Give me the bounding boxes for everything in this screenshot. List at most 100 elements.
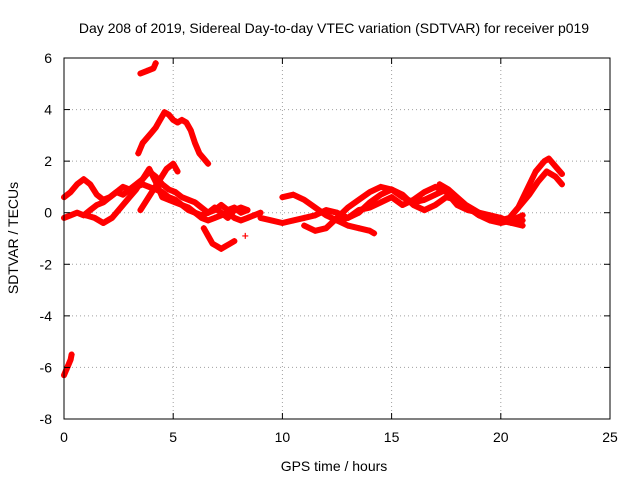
data-point [165, 196, 172, 203]
data-point [126, 194, 133, 201]
data-point [157, 176, 164, 183]
data-point [334, 217, 340, 224]
data-point [192, 209, 199, 216]
data-point [508, 212, 515, 219]
data-point [377, 199, 384, 206]
data-point [471, 207, 478, 214]
data-point [174, 119, 181, 126]
series-arc-m [334, 217, 378, 237]
data-point [91, 214, 98, 221]
series-arc-g [200, 225, 238, 252]
grid-lines [64, 58, 610, 419]
data-point [137, 207, 144, 214]
data-point [399, 191, 406, 198]
data-point [150, 186, 157, 193]
y-tick-label: -6 [40, 359, 53, 375]
data-point [67, 212, 74, 219]
data-point [205, 217, 212, 224]
data-point [558, 181, 565, 188]
data-point [366, 204, 373, 211]
series-trace [508, 168, 565, 219]
data-point [67, 189, 74, 196]
data-point [205, 232, 212, 239]
y-tick-label: -4 [40, 308, 53, 324]
series-arc-p [508, 168, 565, 219]
data-point [534, 178, 541, 185]
series-arc-e [135, 109, 212, 167]
data-point [139, 140, 146, 147]
data-point [106, 194, 113, 201]
data-point [279, 194, 286, 201]
data-point [200, 225, 207, 232]
data-point [148, 129, 155, 136]
data-point [257, 209, 264, 216]
data-point [170, 116, 177, 123]
data-point [93, 191, 100, 198]
data-point [74, 181, 81, 188]
data-point [344, 204, 351, 211]
data-point [172, 199, 179, 206]
data-point [205, 160, 212, 167]
series-arc-h [242, 232, 249, 239]
data-point [74, 209, 81, 216]
data-point [174, 168, 181, 175]
data-point [157, 116, 164, 123]
data-point [377, 183, 384, 190]
data-point [301, 196, 308, 203]
data-point [135, 150, 142, 157]
data-point [192, 199, 199, 206]
data-point [100, 199, 107, 206]
data-point [213, 243, 220, 250]
data-point [312, 212, 319, 219]
data-point [532, 168, 539, 175]
data-point [436, 181, 443, 188]
data-point [524, 186, 531, 193]
data-point [355, 225, 362, 232]
data-point [244, 207, 251, 214]
data-point [517, 201, 524, 208]
data-point [65, 361, 72, 368]
data-point [257, 214, 264, 221]
data-point [388, 186, 395, 193]
x-axis-label: GPS time / hours [281, 458, 388, 474]
data-point [237, 217, 244, 224]
data-point [355, 196, 362, 203]
x-tick-label: 15 [384, 429, 400, 445]
data-point [268, 217, 275, 224]
data-point [150, 65, 157, 72]
data-point [152, 124, 159, 131]
data-point [421, 189, 428, 196]
data-point [312, 204, 319, 211]
data-point [200, 155, 207, 162]
data-point [432, 191, 439, 198]
data-point [100, 220, 107, 227]
data-point [445, 186, 452, 193]
data-point [541, 158, 548, 165]
x-tick-label: 10 [275, 429, 291, 445]
data-point [462, 201, 469, 208]
data-point [432, 183, 439, 190]
data-point [301, 222, 308, 229]
data-point [231, 207, 238, 214]
data-point [185, 196, 192, 203]
data-point [244, 214, 251, 221]
series-arc-i [61, 351, 75, 379]
data-point [543, 168, 550, 175]
data-point [68, 351, 75, 358]
data-point [251, 212, 258, 219]
data-point [519, 222, 526, 229]
data-point [170, 160, 177, 167]
data-point [146, 165, 153, 172]
data-point [137, 70, 144, 77]
data-point [133, 186, 140, 193]
data-point [242, 232, 249, 239]
series-trace [334, 217, 378, 237]
data-point [218, 201, 225, 208]
data-point [323, 225, 330, 232]
y-tick-label: 6 [44, 50, 52, 66]
data-point [545, 155, 552, 162]
data-point [211, 214, 218, 221]
series-trace [82, 165, 251, 226]
data-point [87, 207, 94, 214]
data-point [172, 189, 179, 196]
